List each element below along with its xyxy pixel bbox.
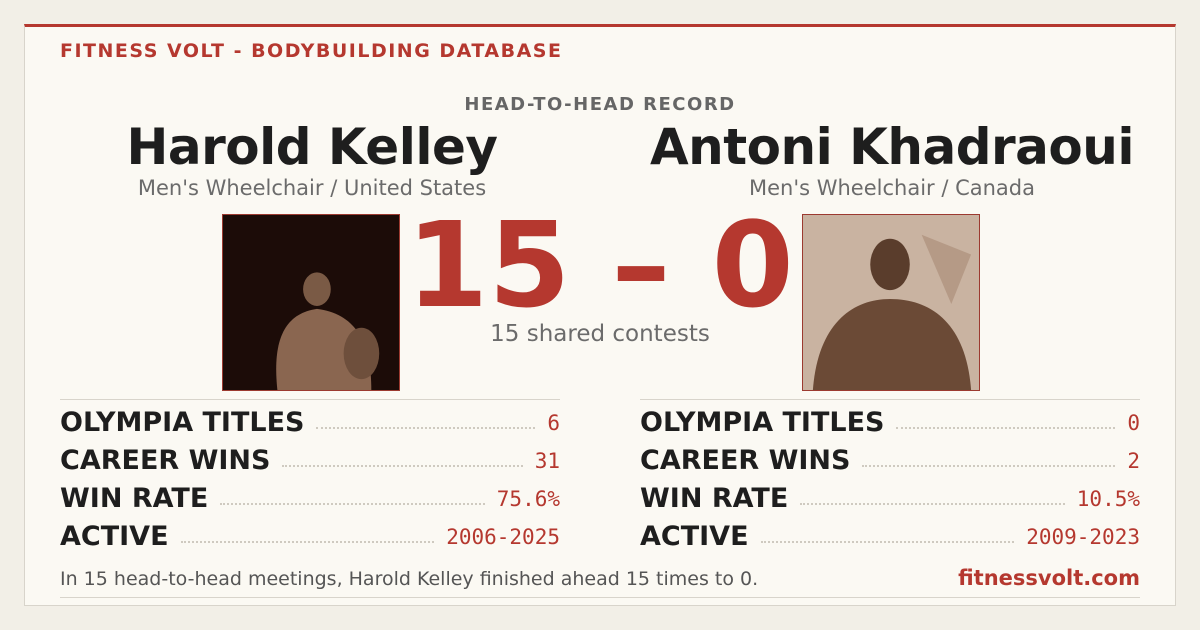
stat-value: 0 xyxy=(1127,411,1140,435)
leader xyxy=(862,465,1116,467)
stat-row: CAREER WINS 31 xyxy=(60,438,560,476)
stat-label: OLYMPIA TITLES xyxy=(60,407,305,438)
stat-row: ACTIVE 2009-2023 xyxy=(640,514,1140,552)
athlete-name: Harold Kelley xyxy=(126,118,499,176)
kicker: HEAD-TO-HEAD RECORD xyxy=(464,94,736,115)
score: 15 – 0 xyxy=(406,196,794,334)
card xyxy=(24,24,1176,606)
stat-label: ACTIVE xyxy=(640,521,749,552)
stat-label: WIN RATE xyxy=(640,483,789,514)
site-link[interactable]: fitnessvolt.com xyxy=(958,566,1140,590)
stat-value: 2009-2023 xyxy=(1026,525,1140,549)
summary: In 15 head-to-head meetings, Harold Kell… xyxy=(60,568,759,590)
shared-contests: 15 shared contests xyxy=(490,321,710,347)
leader xyxy=(220,503,485,505)
stat-row: ACTIVE 2006-2025 xyxy=(60,514,560,552)
stats: OLYMPIA TITLES 6 CAREER WINS 31 WIN RATE 75.6… xyxy=(60,399,560,552)
stat-row: WIN RATE 10.5% xyxy=(640,476,1140,514)
athlete-division: Men's Wheelchair / United States xyxy=(137,176,487,200)
stat-label: CAREER WINS xyxy=(60,445,271,476)
leader xyxy=(282,465,523,467)
stat-label: CAREER WINS xyxy=(640,445,851,476)
brand: FITNESS VOLT - BODYBUILDING DATABASE xyxy=(60,40,563,62)
leader xyxy=(180,541,435,543)
stat-value: 2 xyxy=(1127,449,1140,473)
stat-value: 6 xyxy=(547,411,560,435)
stat-label: WIN RATE xyxy=(60,483,209,514)
stat-value: 75.6% xyxy=(496,487,560,511)
stat-value: 31 xyxy=(534,449,560,473)
stat-label: OLYMPIA TITLES xyxy=(640,407,885,438)
leader xyxy=(896,427,1116,429)
stat-row: OLYMPIA TITLES 6 xyxy=(60,400,560,438)
stat-row: CAREER WINS 2 xyxy=(640,438,1140,476)
athlete-division: Men's Wheelchair / Canada xyxy=(748,176,1035,200)
leader xyxy=(800,503,1065,505)
stat-value: 2006-2025 xyxy=(446,525,560,549)
athlete-photo xyxy=(222,214,400,391)
leader xyxy=(316,427,536,429)
leader xyxy=(760,541,1015,543)
stat-row: OLYMPIA TITLES 0 xyxy=(640,400,1140,438)
athlete-name: Antoni Khadraoui xyxy=(649,118,1135,176)
stats: OLYMPIA TITLES 0 CAREER WINS 2 WIN RATE 10.5%… xyxy=(640,399,1140,552)
stat-value: 10.5% xyxy=(1076,487,1140,511)
athlete-photo xyxy=(802,214,980,391)
stat-label: ACTIVE xyxy=(60,521,169,552)
divider xyxy=(60,597,1140,598)
stat-row: WIN RATE 75.6% xyxy=(60,476,560,514)
